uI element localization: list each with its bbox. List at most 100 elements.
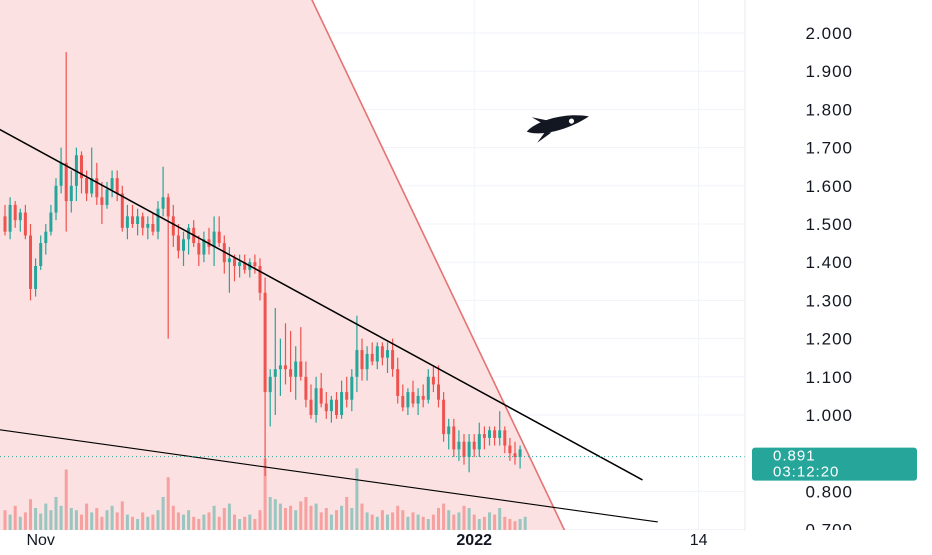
candle-body [90,178,94,194]
trendline-upper[interactable] [0,102,643,481]
volume-bar [335,510,338,530]
candle-body [23,212,27,236]
candle [141,212,145,236]
volume-bar [197,519,201,530]
candle-body [493,430,497,438]
volume-bar [95,508,99,530]
candle [345,376,349,408]
candle-body [18,212,22,221]
candle [477,422,481,458]
volume-bar [370,514,374,530]
volume-bar [508,519,512,530]
volume-bar [85,503,89,530]
volume-bar [437,508,440,530]
candle [467,434,471,473]
candle [233,254,236,282]
volume-bar [202,514,206,530]
volume-bar [80,514,83,530]
volume-bar [498,508,502,530]
candle [284,323,287,385]
volume-bar [401,510,405,530]
candle [176,224,180,259]
candle [375,342,379,370]
candle-body [146,224,150,228]
candle [380,342,384,366]
candle [90,147,94,198]
candle-body [258,266,262,293]
candle-body [49,212,53,232]
volume-bar [268,497,272,530]
candle [273,308,277,415]
candle [457,430,461,461]
volume-bar [110,505,114,530]
y-tick-label: 1.000 [805,406,853,425]
volume-bar [309,505,313,530]
candle-body [309,399,313,415]
volume-bar [207,512,211,530]
trendline-lower[interactable] [0,423,658,523]
candle [314,376,318,423]
candle-body [34,266,38,289]
volume-bar [426,519,430,530]
candle-body [253,262,257,267]
volume-bar [176,512,180,530]
volume-bar [391,512,395,530]
candle-body [416,395,420,404]
candle [156,201,160,240]
y-tick-label: 2.000 [805,24,853,43]
candle-body [289,369,293,377]
candle [69,170,73,213]
candle-body [386,350,389,358]
candle-body [212,231,216,247]
candle-body [120,193,124,228]
candle-body [197,243,201,255]
candle [493,426,497,446]
rocket-icon [526,115,589,143]
volume-bar [503,516,507,530]
candle [319,372,323,408]
volume-bar [243,516,247,530]
volume-bar [273,499,277,530]
candle [202,231,206,263]
volume-bar [319,512,323,530]
volume-bar [406,516,410,530]
candle-body [166,197,170,217]
candle-body [182,239,185,251]
candle-body [355,350,359,377]
volume-bar [360,503,364,530]
candle [253,254,257,274]
volume-bar [304,497,308,530]
candle [355,315,359,393]
volume-bars [3,458,527,530]
candle [34,258,38,297]
candle [299,327,303,381]
candle [131,204,134,228]
volume-bar [421,516,425,530]
candle-body [513,453,517,458]
candle [3,204,7,236]
candle [437,365,440,408]
volume-bar [146,516,150,530]
candle-body [299,361,303,377]
candle-body [136,216,140,224]
volume-bar [69,508,73,530]
trendlines[interactable] [0,102,658,523]
candle-body [365,353,369,370]
candle-body [13,204,17,221]
candle-body [345,392,349,400]
volume-bar [182,514,185,530]
volume-bar [131,516,134,530]
candle-body [391,350,395,370]
candle-body [319,388,323,404]
x-axis[interactable]: Nov 2022 14 [0,530,932,550]
volume-bar [74,510,78,530]
volume-bar [222,508,226,530]
volume-bar [136,519,140,530]
y-tick-label: 1.500 [805,215,853,234]
candle [503,426,507,454]
candle-body [187,227,191,240]
candle-body [95,178,99,198]
candle-body [324,403,328,412]
